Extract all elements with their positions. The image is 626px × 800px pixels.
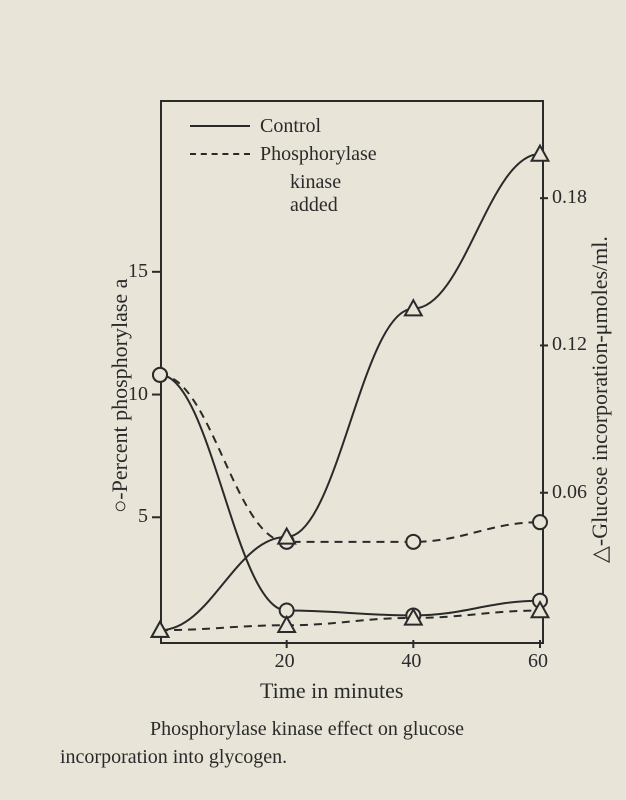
x-tick-label: 60 (528, 650, 548, 673)
legend-label-kinase1: Phosphorylase (260, 143, 377, 166)
y-left-tick-label: 10 (128, 383, 148, 406)
caption: Phosphorylase kinase effect on glucose i… (60, 715, 560, 771)
legend-dashed-line (190, 153, 250, 157)
y-left-tick-label: 15 (128, 260, 148, 283)
legend-label-kinase2: kinase added (290, 171, 341, 217)
caption-text: Phosphorylase kinase effect on glucose i… (60, 718, 464, 768)
x-tick-label: 20 (275, 650, 295, 673)
legend-label-control: Control (260, 115, 321, 138)
y-right-tick-label: 0.12 (552, 333, 587, 356)
y-left-tick-label: 5 (138, 505, 148, 528)
y-right-tick-label: 0.18 (552, 186, 587, 209)
y-axis-label-right: △-Glucose incorporation-μmoles/ml. (587, 183, 613, 563)
y-right-tick-label: 0.06 (552, 481, 587, 504)
x-axis-label: Time in minutes (260, 678, 403, 704)
x-tick-label: 40 (401, 650, 421, 673)
legend-solid-line (190, 125, 250, 127)
chart-container: ○-Percent phosphorylase a △-Glucose inco… (40, 40, 586, 760)
